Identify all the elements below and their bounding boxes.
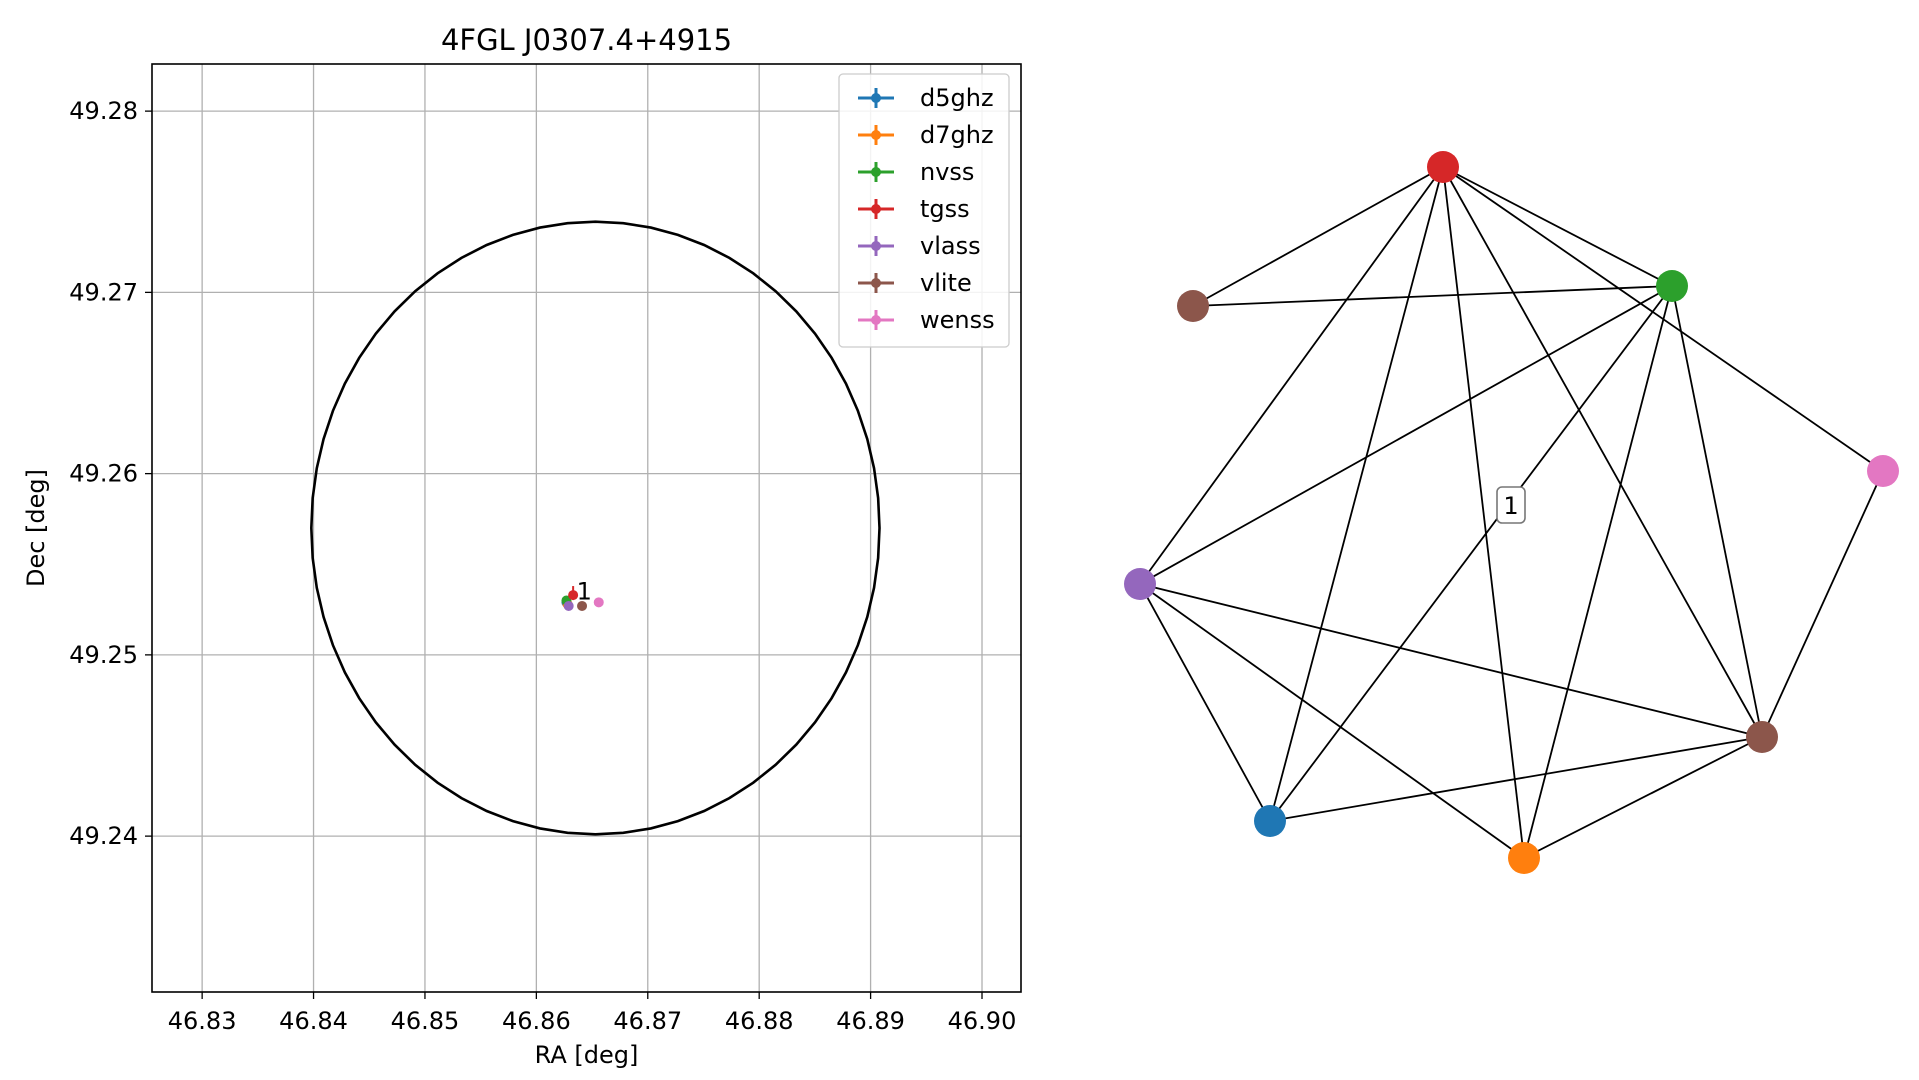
legend-item-vlass: vlass <box>858 232 981 260</box>
legend-item-vlite: vlite <box>858 269 972 297</box>
legend-marker <box>871 315 881 325</box>
network-node-d7ghz <box>1508 842 1540 874</box>
network-node-vlite_b <box>1746 721 1778 753</box>
legend-marker <box>871 278 881 288</box>
network-edge <box>1761 470 1884 738</box>
network-label-text: 1 <box>1503 492 1518 520</box>
error-ellipse-layer <box>310 220 881 836</box>
x-tick-label: 46.85 <box>391 1007 460 1035</box>
network-edge <box>1139 583 1525 859</box>
network-node-tgss <box>1427 151 1459 183</box>
plot-frame <box>151 63 1022 993</box>
network-edge <box>1671 285 1763 738</box>
network-edge <box>1523 736 1763 859</box>
legend-item-wenss: wenss <box>858 306 995 334</box>
network-label: 1 <box>1496 486 1526 524</box>
point-vlass <box>563 600 574 611</box>
network-edge <box>1139 583 1763 738</box>
network-edge <box>1523 285 1673 859</box>
network-node-vlass <box>1124 568 1156 600</box>
legend-label: nvss <box>920 158 974 186</box>
legend-label: d7ghz <box>920 121 994 149</box>
legend-label: tgss <box>920 195 970 223</box>
legend-marker <box>871 93 881 103</box>
legend: d5ghz d7ghz nvss tgss vlass vlite wenss <box>838 73 1010 348</box>
network-edge <box>1442 166 1525 859</box>
network-edge <box>1269 285 1673 822</box>
x-tick-label: 46.87 <box>613 1007 682 1035</box>
network-panel: 1 <box>1124 151 1899 874</box>
y-axis-title: Dec [deg] <box>22 469 50 587</box>
network-edge <box>1269 736 1763 822</box>
legend-label: vlass <box>920 232 981 260</box>
data-points <box>561 586 604 611</box>
scatter-panel: 1 46.83 46.84 46.85 46.86 46.87 46.88 46.89 46.… <box>22 23 1022 1069</box>
x-tick-label: 46.84 <box>279 1007 348 1035</box>
legend-marker <box>871 167 881 177</box>
network-edge <box>1269 166 1444 822</box>
point-wenss <box>593 597 604 608</box>
x-tick-label: 46.90 <box>948 1007 1017 1035</box>
point-vlite <box>577 600 588 611</box>
y-tick-label: 49.27 <box>69 278 138 306</box>
network-edge <box>1192 166 1444 307</box>
network-edges <box>1139 166 1884 859</box>
network-edge <box>1139 166 1444 585</box>
network-node-wenss <box>1867 455 1899 487</box>
legend-marker <box>871 204 881 214</box>
legend-label: vlite <box>920 269 972 297</box>
network-edge <box>1192 285 1673 307</box>
point-tgss <box>568 590 579 601</box>
network-node-vlite_a <box>1177 290 1209 322</box>
annotations: 1 <box>577 577 592 605</box>
y-tick-label: 49.24 <box>69 822 138 850</box>
network-node-nvss <box>1656 270 1688 302</box>
y-tick-label: 49.28 <box>69 97 138 125</box>
x-tick-label: 46.89 <box>836 1007 905 1035</box>
y-ticks: 49.24 49.25 49.26 49.27 49.28 <box>69 97 152 850</box>
network-edge <box>1442 166 1673 287</box>
legend-item-d7ghz: d7ghz <box>858 121 994 149</box>
x-tick-label: 46.83 <box>168 1007 237 1035</box>
x-tick-label: 46.88 <box>725 1007 794 1035</box>
network-edge <box>1442 166 1763 738</box>
legend-item-nvss: nvss <box>858 158 974 186</box>
network-node-d5ghz <box>1254 805 1286 837</box>
x-ticks: 46.83 46.84 46.85 46.86 46.87 46.88 46.89 46.90 <box>168 992 1017 1035</box>
network-label-box <box>1496 486 1526 524</box>
legend-frame <box>838 73 1010 348</box>
network-nodes <box>1124 151 1899 874</box>
legend-label: d5ghz <box>920 84 994 112</box>
network-edge <box>1139 285 1673 585</box>
network-edge <box>1139 583 1271 822</box>
legend-item-tgss: tgss <box>858 195 970 223</box>
x-tick-label: 46.86 <box>502 1007 571 1035</box>
point-annotation: 1 <box>577 577 592 605</box>
legend-marker <box>871 130 881 140</box>
chart-title: 4FGL J0307.4+4915 <box>441 23 732 57</box>
y-tick-label: 49.26 <box>69 460 138 488</box>
legend-item-d5ghz: d5ghz <box>858 84 994 112</box>
x-axis-title: RA [deg] <box>535 1041 639 1069</box>
error-ellipse <box>310 220 881 836</box>
legend-label: wenss <box>920 306 995 334</box>
legend-marker <box>871 241 881 251</box>
y-tick-label: 49.25 <box>69 641 138 669</box>
